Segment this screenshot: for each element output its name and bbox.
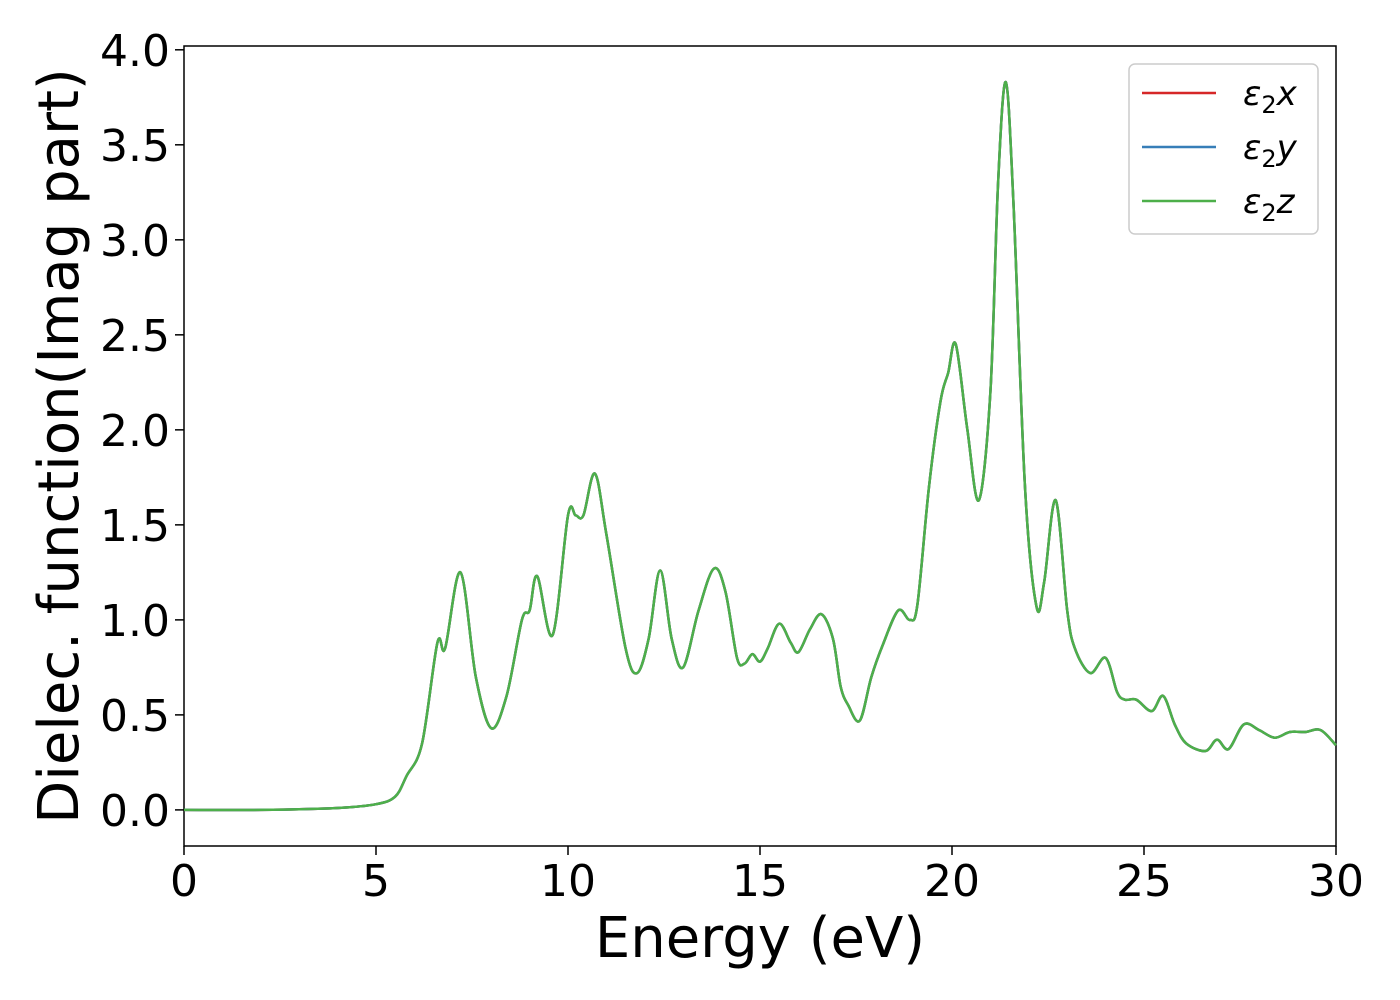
y-tick-label: 4.0 [100, 26, 170, 77]
legend-label-subscript: 2 [1261, 145, 1276, 173]
series-line-e2z [183, 80, 1337, 812]
y-tick-label: 1.0 [100, 596, 170, 647]
legend-label-base: ε [1243, 128, 1261, 168]
y-axis-title: Dielec. function(Imag part) [27, 68, 92, 824]
legend-label-subscript: 2 [1261, 199, 1276, 227]
x-tick-label: 30 [1308, 856, 1364, 907]
x-tick-label: 25 [1116, 856, 1172, 907]
legend-label-subscript: 2 [1261, 91, 1276, 119]
legend-label-base: ε [1243, 74, 1261, 114]
y-tick-label: 2.5 [100, 311, 170, 362]
y-axis-ticks: 0.0 0.5 1.0 1.5 2.0 2.5 3.0 3.5 4.0 [100, 26, 184, 837]
y-tick-label: 0.5 [100, 691, 170, 742]
legend-label: ε2x [1243, 74, 1298, 119]
y-tick-label: 2.0 [100, 406, 170, 457]
series-lines [183, 80, 1337, 812]
legend-label-tail: z [1276, 182, 1296, 222]
x-tick-label: 20 [924, 856, 980, 907]
x-tick-label: 5 [362, 856, 390, 907]
x-tick-label: 10 [540, 856, 596, 907]
legend-label: ε2y [1243, 128, 1298, 173]
x-axis-title: Energy (eV) [595, 906, 925, 971]
legend-label-base: ε [1243, 182, 1261, 222]
y-tick-label: 0.0 [100, 786, 170, 837]
legend-label: ε2z [1243, 182, 1296, 227]
y-tick-label: 3.0 [100, 216, 170, 267]
y-tick-label: 1.5 [100, 501, 170, 552]
x-axis-ticks: 0 5 10 15 20 25 30 [170, 846, 1364, 907]
x-tick-label: 15 [732, 856, 788, 907]
legend-box [1128, 63, 1319, 235]
x-tick-label: 0 [170, 856, 198, 907]
y-tick-label: 3.5 [100, 121, 170, 172]
legend-label-tail: y [1276, 128, 1298, 168]
legend-label-tail: x [1276, 74, 1298, 114]
